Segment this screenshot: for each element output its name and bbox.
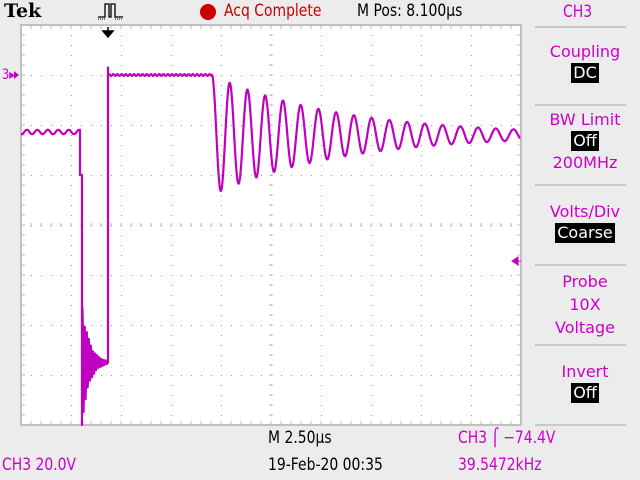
trigger-level-arrow-icon: [511, 256, 521, 266]
waveform-trace: [20, 66, 521, 427]
probe-label: Probe: [562, 272, 608, 291]
probe-menu-button[interactable]: Probe 10X Voltage: [530, 270, 640, 339]
datetime: 19-Feb-20 00:35: [268, 455, 383, 475]
volts-div-label: Volts/Div: [549, 202, 621, 221]
menu-separator: [535, 26, 626, 28]
acq-status: Acq Complete: [224, 1, 322, 21]
channel-scale: CH3 20.0V: [2, 455, 77, 475]
volts-div-menu-button[interactable]: Volts/Div Coarse: [530, 200, 640, 243]
bw-limit-value: Off: [571, 131, 599, 151]
menu-separator: [535, 184, 626, 186]
coupling-label: Coupling: [549, 42, 621, 61]
menu-separator: [535, 104, 626, 106]
coupling-menu-button[interactable]: Coupling DC: [530, 40, 640, 83]
ground-marker: 3▸: [2, 67, 16, 83]
acq-status-indicator: [200, 4, 216, 20]
bw-limit-label: BW Limit: [549, 110, 621, 129]
menu-title: CH3: [563, 2, 593, 22]
invert-value: Off: [571, 383, 599, 403]
ground-level-arrow-icon: [14, 71, 19, 79]
menu-separator: [535, 344, 626, 346]
invert-menu-button[interactable]: Invert Off: [530, 360, 640, 403]
invert-label: Invert: [561, 362, 609, 381]
menu-separator: [535, 424, 626, 426]
graticule-ticks: [21, 25, 521, 425]
volts-div-value: Coarse: [555, 223, 615, 243]
bw-limit-menu-button[interactable]: BW Limit Off 200MHz: [530, 108, 640, 174]
trigger-frequency: 39.5472kHz: [458, 455, 542, 475]
trigger-readout: CH3 ⌠ −74.4V: [458, 428, 556, 448]
brand-logo: Tek: [4, 0, 42, 22]
menu-separator: [535, 264, 626, 266]
trigger-position-arrow-icon: [101, 27, 115, 39]
probe-value: 10X: [569, 295, 601, 314]
trigger-window-icon: [98, 3, 123, 20]
horizontal-position: M Pos: 8.100µs: [357, 1, 463, 21]
timebase: M 2.50µs: [268, 428, 332, 448]
probe-type: Voltage: [554, 318, 615, 337]
bw-limit-frequency: 200MHz: [552, 153, 618, 172]
coupling-value: DC: [571, 63, 599, 83]
